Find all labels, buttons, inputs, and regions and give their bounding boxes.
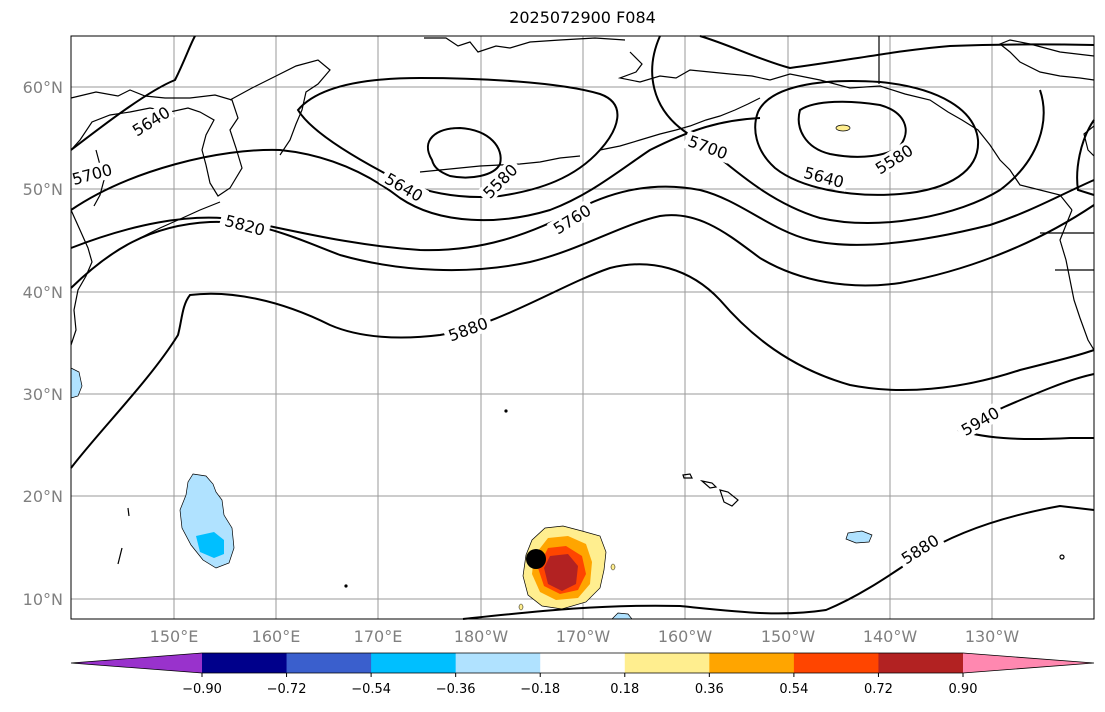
colorbar-tick-label: 0.18 bbox=[610, 682, 639, 697]
colorbar-tick-label: 0.54 bbox=[779, 682, 808, 697]
coastlines bbox=[70, 36, 1095, 588]
lon-label: 150°W bbox=[761, 627, 816, 646]
lat-label: 30°N bbox=[23, 385, 63, 404]
lon-label: 160°W bbox=[658, 627, 713, 646]
lon-label: 180°W bbox=[454, 627, 509, 646]
colorbar-tick-label: −0.54 bbox=[351, 682, 391, 697]
latitude-labels: 60°N 50°N 40°N 30°N 20°N 10°N bbox=[23, 78, 63, 609]
map-title: 2025072900 F084 bbox=[509, 8, 656, 27]
colorbar bbox=[70, 652, 1095, 674]
lat-label: 20°N bbox=[23, 487, 63, 506]
longitude-labels: 150°E 160°E 170°E 180°W 170°W 160°W 150°… bbox=[150, 627, 1020, 646]
colorbar-extend-high bbox=[963, 653, 1094, 673]
lon-label: 130°W bbox=[965, 627, 1020, 646]
colorbar-tick-label: −0.72 bbox=[267, 682, 307, 697]
colorbar-extend-low bbox=[71, 653, 202, 673]
colorbar-bin bbox=[793, 653, 879, 673]
colorbar-bin bbox=[202, 653, 288, 673]
colorbar-bin bbox=[286, 653, 372, 673]
colorbar-tick-label: −0.90 bbox=[182, 682, 222, 697]
lat-label: 60°N bbox=[23, 78, 63, 97]
lon-label: 160°E bbox=[252, 627, 301, 646]
lon-label: 150°E bbox=[150, 627, 199, 646]
colorbar-ticks: −0.90 −0.72 −0.54 −0.36 −0.18 0.18 0.36 0.54 0.7… bbox=[182, 673, 977, 697]
colorbar-tick-label: 0.36 bbox=[695, 682, 724, 697]
lat-label: 10°N bbox=[23, 590, 63, 609]
colorbar-tick-label: 0.90 bbox=[949, 682, 978, 697]
anomaly-shading bbox=[70, 124, 873, 620]
colorbar-bin bbox=[540, 653, 626, 673]
colorbar-tick-label: −0.18 bbox=[520, 682, 560, 697]
lat-label: 50°N bbox=[23, 180, 63, 199]
colorbar-bin bbox=[455, 653, 541, 673]
lon-label: 170°W bbox=[556, 627, 611, 646]
storm-center-marker bbox=[526, 549, 546, 569]
colorbar-tick-label: 0.72 bbox=[864, 682, 893, 697]
positive-anomaly-core bbox=[544, 554, 578, 591]
lat-label: 40°N bbox=[23, 283, 63, 302]
colorbar-bin bbox=[878, 653, 964, 673]
lon-label: 170°E bbox=[354, 627, 403, 646]
lon-label: 140°W bbox=[863, 627, 918, 646]
colorbar-bin bbox=[709, 653, 795, 673]
negative-anomaly-small bbox=[845, 530, 873, 544]
colorbar-bin bbox=[624, 653, 710, 673]
colorbar-bin bbox=[371, 653, 457, 673]
colorbar-tick-label: −0.36 bbox=[436, 682, 476, 697]
map-border bbox=[70, 35, 1095, 620]
negative-anomaly-core bbox=[196, 532, 224, 558]
